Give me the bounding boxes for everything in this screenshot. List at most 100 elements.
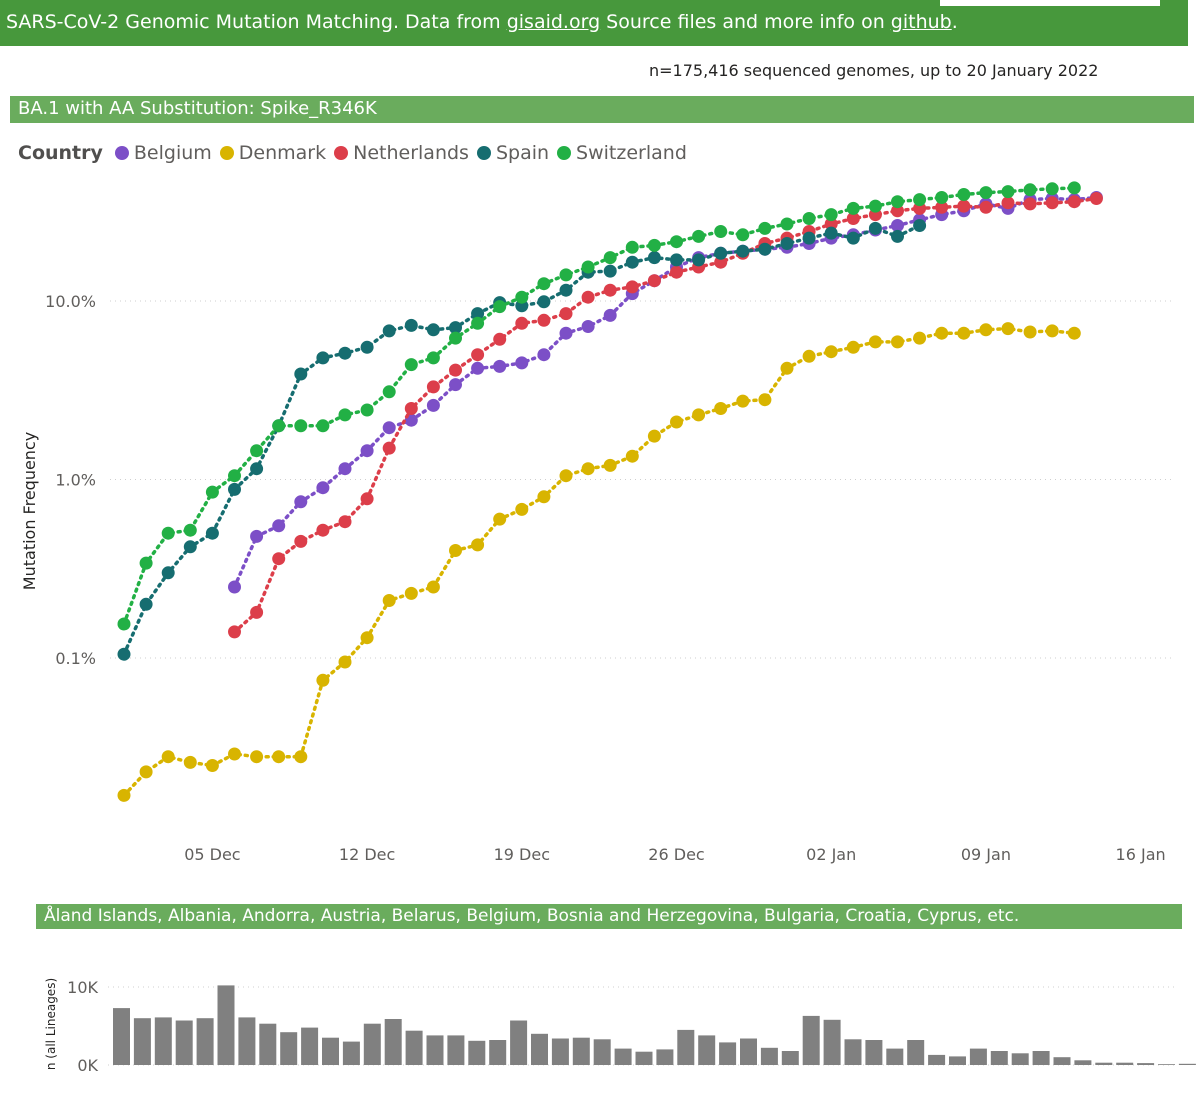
data-point[interactable] [891, 219, 904, 232]
data-point[interactable] [449, 544, 462, 557]
data-point[interactable] [250, 462, 264, 476]
data-point[interactable] [581, 290, 595, 304]
bar[interactable] [238, 1017, 256, 1065]
legend-item-denmark[interactable]: Denmark [219, 142, 326, 164]
bar[interactable] [489, 1040, 507, 1065]
data-point[interactable] [979, 200, 993, 214]
data-point[interactable] [1089, 192, 1103, 205]
data-point[interactable] [139, 556, 153, 570]
data-point[interactable] [382, 441, 396, 455]
data-point[interactable] [449, 321, 462, 335]
data-point[interactable] [714, 255, 728, 269]
data-point[interactable] [1001, 196, 1015, 210]
data-point[interactable] [382, 385, 396, 399]
data-point[interactable] [1045, 196, 1059, 210]
data-point[interactable] [670, 415, 683, 429]
data-point[interactable] [559, 326, 573, 340]
data-point[interactable] [935, 191, 949, 204]
bar[interactable] [196, 1018, 214, 1065]
data-point[interactable] [382, 594, 396, 607]
data-point[interactable] [250, 750, 264, 764]
data-point[interactable] [471, 361, 485, 375]
bar[interactable] [510, 1020, 528, 1066]
data-point[interactable] [581, 462, 595, 476]
bar[interactable] [113, 1008, 130, 1065]
data-point[interactable] [205, 526, 219, 540]
data-point[interactable] [603, 308, 617, 322]
data-point[interactable] [957, 326, 971, 340]
data-point[interactable] [228, 469, 241, 483]
data-point[interactable] [382, 421, 396, 435]
bar[interactable] [154, 1017, 172, 1065]
data-point[interactable] [625, 240, 639, 254]
data-point[interactable] [294, 367, 308, 381]
bar[interactable] [990, 1051, 1008, 1065]
data-point[interactable] [736, 394, 750, 408]
data-point[interactable] [250, 529, 264, 543]
data-point[interactable] [559, 283, 573, 297]
data-point[interactable] [161, 526, 175, 540]
bar[interactable] [656, 1049, 674, 1065]
github-link[interactable]: github [890, 11, 952, 33]
data-point[interactable] [338, 515, 352, 529]
data-point[interactable] [426, 351, 440, 365]
data-point[interactable] [161, 750, 175, 764]
data-point[interactable] [692, 408, 706, 422]
bar[interactable] [531, 1033, 548, 1065]
data-point[interactable] [603, 251, 617, 265]
data-point[interactable] [449, 363, 462, 377]
data-point[interactable] [183, 523, 197, 537]
data-point[interactable] [250, 605, 264, 619]
bar[interactable] [760, 1047, 778, 1065]
data-point[interactable] [714, 246, 728, 260]
data-point[interactable] [824, 345, 838, 359]
data-point[interactable] [426, 580, 440, 594]
data-point[interactable] [868, 199, 882, 213]
data-point[interactable] [692, 253, 706, 267]
data-point[interactable] [294, 495, 308, 509]
data-point[interactable] [360, 403, 374, 417]
bar[interactable] [468, 1040, 486, 1065]
legend-item-switzerland[interactable]: Switzerland [557, 142, 687, 164]
gisaid-link[interactable]: gisaid.org [506, 11, 601, 33]
data-point[interactable] [979, 323, 993, 337]
data-point[interactable] [272, 750, 286, 764]
data-point[interactable] [846, 212, 860, 225]
data-point[interactable] [117, 647, 131, 661]
data-point[interactable] [603, 283, 617, 297]
data-point[interactable] [228, 625, 241, 639]
bar[interactable] [1032, 1051, 1050, 1065]
data-point[interactable] [426, 380, 440, 394]
data-point[interactable] [957, 199, 971, 213]
data-point[interactable] [802, 231, 816, 245]
data-point[interactable] [780, 217, 794, 231]
data-point[interactable] [891, 335, 904, 349]
data-point[interactable] [250, 444, 264, 458]
data-point[interactable] [1045, 182, 1059, 196]
bar[interactable] [802, 1015, 820, 1065]
bar[interactable] [1158, 1064, 1175, 1065]
data-point[interactable] [780, 361, 794, 375]
bar[interactable] [363, 1023, 381, 1065]
data-point[interactable] [802, 349, 816, 363]
bar[interactable] [928, 1054, 946, 1065]
data-point[interactable] [493, 332, 507, 346]
data-point[interactable] [581, 260, 595, 274]
data-point[interactable] [117, 788, 131, 802]
data-point[interactable] [714, 402, 728, 415]
data-point[interactable] [272, 419, 286, 433]
data-point[interactable] [537, 295, 551, 309]
bar[interactable] [635, 1051, 653, 1065]
data-point[interactable] [537, 277, 551, 291]
bar[interactable] [551, 1038, 569, 1066]
data-point[interactable] [360, 631, 374, 645]
data-point[interactable] [338, 462, 352, 476]
data-point[interactable] [515, 356, 529, 370]
data-point[interactable] [868, 335, 882, 349]
bar[interactable] [301, 1027, 319, 1065]
data-point[interactable] [935, 326, 949, 340]
bar[interactable] [217, 985, 235, 1065]
bar[interactable] [740, 1038, 757, 1066]
bar[interactable] [342, 1041, 360, 1065]
data-point[interactable] [471, 538, 485, 552]
